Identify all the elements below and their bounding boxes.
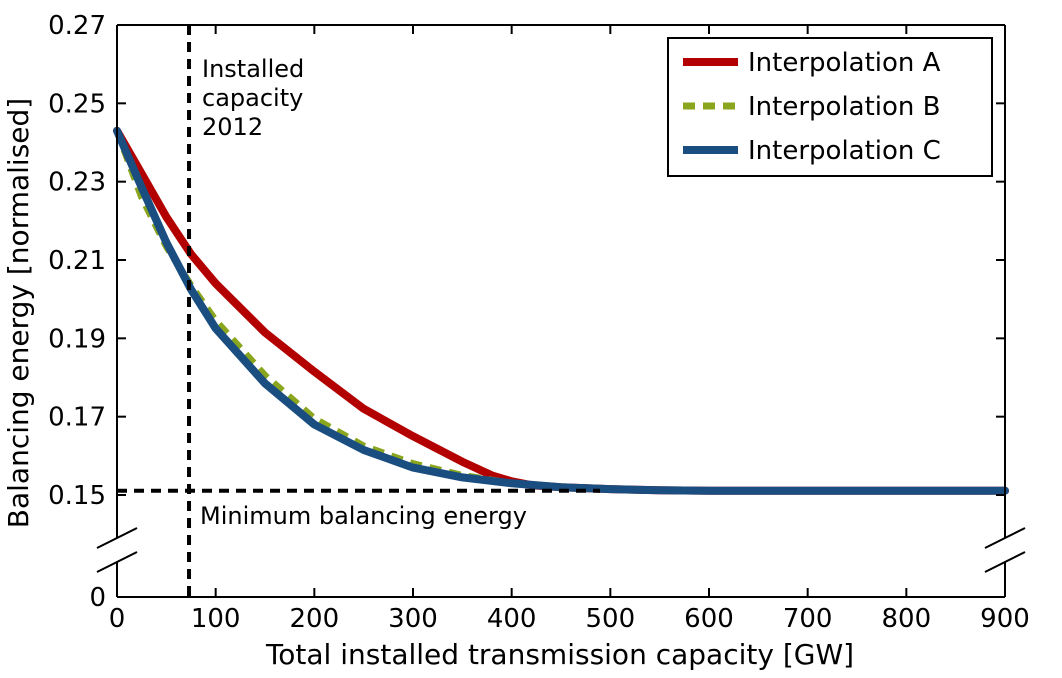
legend-label: Interpolation C — [748, 136, 941, 166]
y-tick-label: 0.25 — [48, 89, 106, 119]
installed-capacity-label-line: Installed — [202, 55, 304, 83]
x-tick-label: 500 — [586, 604, 636, 634]
x-tick-label: 100 — [191, 604, 241, 634]
series-line-interpolation-c — [113, 126, 1009, 495]
axis-break-left-mark — [96, 527, 138, 549]
axis-ticks: 0 100 200 300 400 500 600 700 800 900 0.15 0.17 0.19… — [48, 11, 1030, 634]
y-tick-label: 0.19 — [48, 324, 106, 354]
y-tick-label-zero: 0 — [89, 583, 106, 613]
plot-frame — [96, 24, 1026, 598]
axis-break-right-mark — [984, 551, 1026, 573]
x-tick-label: 0 — [109, 604, 126, 634]
x-tick-label: 700 — [783, 604, 833, 634]
x-axis-label: Total installed transmission capacity [G… — [265, 638, 854, 671]
y-axis-label: Balancing energy [normalised] — [2, 98, 35, 528]
axis-break-left-mark — [96, 551, 138, 573]
x-tick-label: 600 — [684, 604, 734, 634]
x-tick-label: 200 — [290, 604, 340, 634]
minimum-balancing-energy-label: Minimum balancing energy — [200, 502, 527, 530]
x-tick-label: 300 — [388, 604, 438, 634]
legend-label: Interpolation A — [748, 48, 941, 78]
installed-capacity-label-line: 2012 — [202, 113, 263, 141]
legend: Interpolation A Interpolation B Interpolat… — [667, 37, 993, 177]
y-tick-label: 0.23 — [48, 168, 106, 198]
legend-label: Interpolation B — [748, 92, 941, 122]
installed-capacity-label-line: capacity — [202, 84, 303, 112]
x-tick-label: 800 — [882, 604, 932, 634]
y-tick-label: 0.15 — [48, 481, 106, 511]
series-layer — [113, 126, 1009, 495]
x-tick-label: 400 — [487, 604, 537, 634]
axis-break-right-mark — [984, 527, 1026, 549]
y-tick-label: 0.17 — [48, 403, 106, 433]
y-tick-label: 0.21 — [48, 246, 106, 276]
y-tick-label: 0.27 — [48, 11, 106, 41]
x-tick-label: 900 — [980, 604, 1030, 634]
